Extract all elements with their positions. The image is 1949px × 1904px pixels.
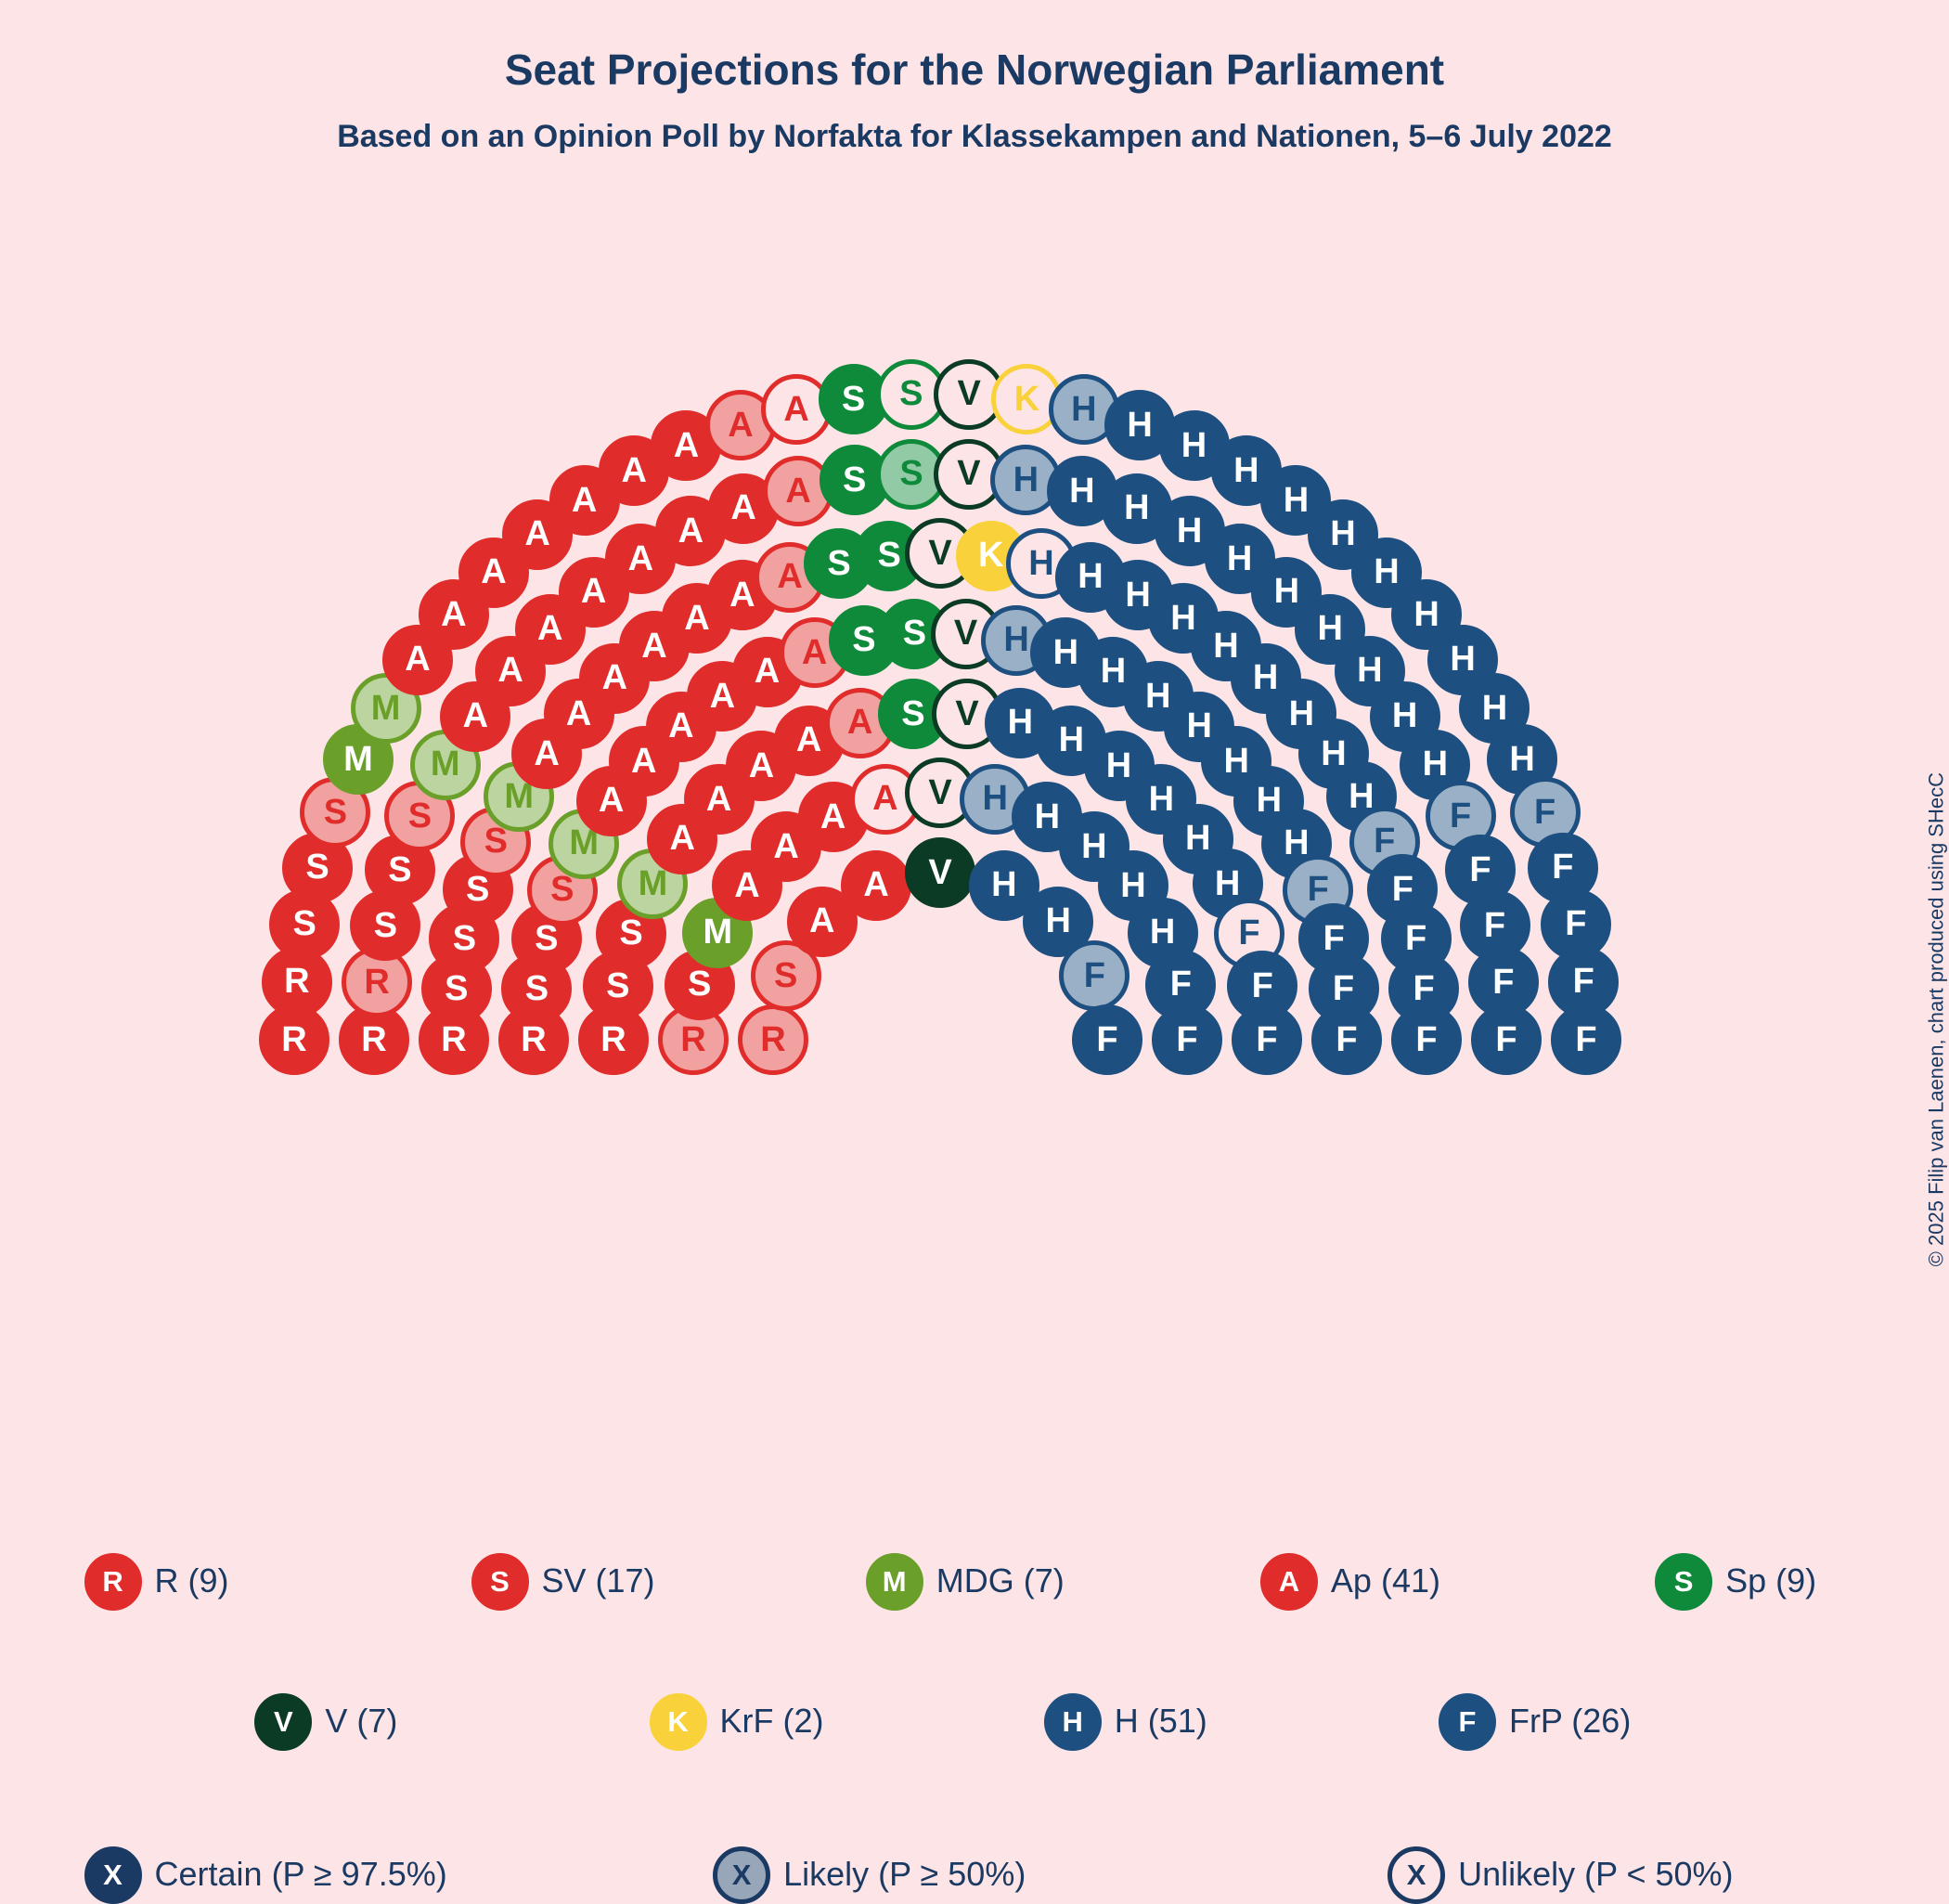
legend-dot: V — [254, 1693, 312, 1751]
legend-dot: R — [84, 1553, 142, 1611]
chart-subtitle: Based on an Opinion Poll by Norfakta for… — [0, 119, 1949, 155]
legend-label: Sp (9) — [1725, 1561, 1816, 1600]
legend-dot: X — [713, 1846, 770, 1904]
legend-label: MDG (7) — [936, 1561, 1065, 1600]
legend-dot: K — [650, 1693, 707, 1751]
seat: V — [905, 837, 975, 908]
legend-dot: S — [471, 1553, 529, 1611]
stage: Seat Projections for the Norwegian Parli… — [0, 0, 1949, 1545]
legend-label: V (7) — [325, 1702, 397, 1741]
legend-label: Ap (41) — [1331, 1561, 1440, 1600]
legend-label: SV (17) — [542, 1561, 655, 1600]
seat: F — [1391, 1004, 1462, 1075]
legend-dot: A — [1260, 1553, 1318, 1611]
legend-dot: F — [1439, 1693, 1496, 1751]
legend-label: KrF (2) — [720, 1702, 824, 1741]
legend-label: Likely (P ≥ 50%) — [783, 1855, 1026, 1894]
legend-label: R (9) — [155, 1561, 229, 1600]
seat: R — [738, 1004, 808, 1075]
legend-dot: S — [1655, 1553, 1712, 1611]
seat: F — [1232, 1004, 1302, 1075]
legend-label: Unlikely (P < 50%) — [1458, 1855, 1733, 1894]
seat: F — [1551, 1004, 1621, 1075]
legend-dot: M — [866, 1553, 923, 1611]
credit-text: © 2025 Filip van Laenen, chart produced … — [1924, 772, 1948, 1266]
seat: F — [1152, 1004, 1222, 1075]
seat: F — [1059, 940, 1129, 1011]
seat: A — [841, 850, 911, 921]
legend-dot: X — [84, 1846, 142, 1904]
legend-label: FrP (26) — [1509, 1702, 1631, 1741]
seat: F — [1471, 1004, 1542, 1075]
legend-label: H (51) — [1115, 1702, 1207, 1741]
legend-dot: X — [1388, 1846, 1445, 1904]
seat: F — [1311, 1004, 1382, 1075]
legend-dot: H — [1044, 1693, 1102, 1751]
legend-label: Certain (P ≥ 97.5%) — [155, 1855, 447, 1894]
seat: F — [1072, 1004, 1142, 1075]
chart-title: Seat Projections for the Norwegian Parli… — [0, 45, 1949, 95]
